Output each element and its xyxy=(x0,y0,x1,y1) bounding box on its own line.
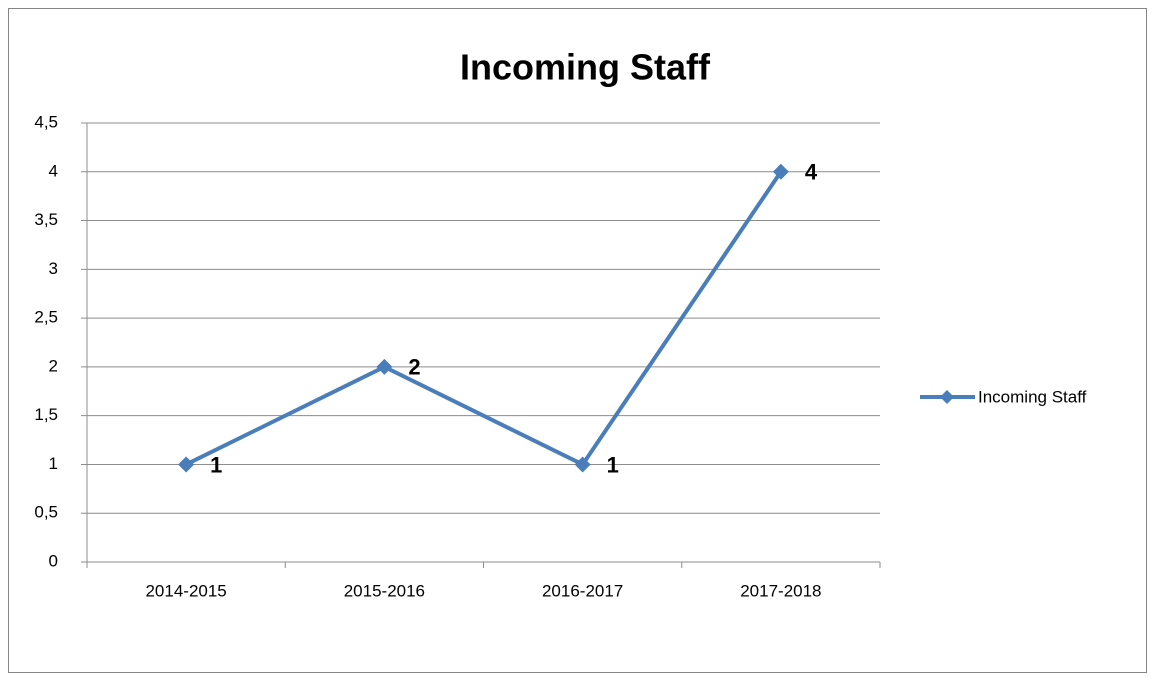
data-point xyxy=(772,163,789,180)
y-tick-label: 1,5 xyxy=(34,405,58,424)
x-tick-label: 2014-2015 xyxy=(145,581,226,600)
x-tick-label: 2015-2016 xyxy=(344,581,425,600)
y-tick-label: 4 xyxy=(49,161,58,180)
chart-title: Incoming Staff xyxy=(460,47,711,88)
x-tick-label: 2017-2018 xyxy=(740,581,821,600)
y-tick-label: 4,5 xyxy=(34,112,58,131)
y-tick-label: 0 xyxy=(49,551,58,570)
x-tick-label: 2016-2017 xyxy=(542,581,623,600)
series-line xyxy=(185,170,783,467)
data-label: 1 xyxy=(210,452,222,477)
y-tick-label: 0,5 xyxy=(34,503,58,522)
legend-marker xyxy=(940,390,954,404)
data-point xyxy=(376,358,393,375)
data-label: 1 xyxy=(607,452,619,477)
legend-label: Incoming Staff xyxy=(978,387,1087,406)
data-label: 4 xyxy=(805,160,818,185)
y-tick-label: 2 xyxy=(49,356,58,375)
y-tick-label: 3,5 xyxy=(34,210,58,229)
data-label: 2 xyxy=(408,355,420,380)
data-point xyxy=(178,456,195,473)
y-tick-label: 1 xyxy=(49,454,58,473)
data-point xyxy=(574,456,591,473)
y-tick-label: 2,5 xyxy=(34,308,58,327)
chart-frame xyxy=(8,8,1147,673)
y-tick-label: 3 xyxy=(49,259,58,278)
